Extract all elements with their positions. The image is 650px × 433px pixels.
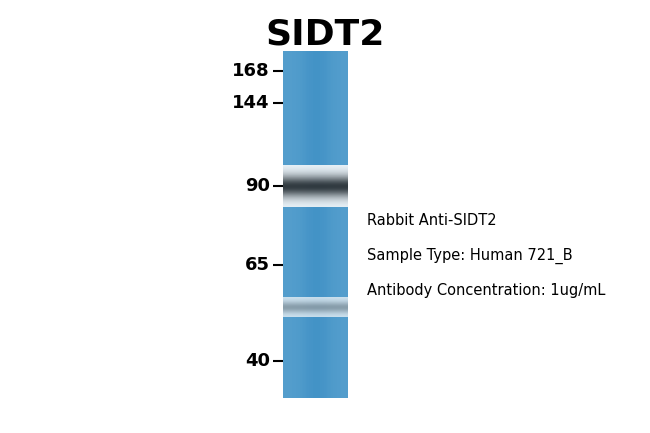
Text: Antibody Concentration: 1ug/mL: Antibody Concentration: 1ug/mL	[367, 283, 606, 297]
Text: Sample Type: Human 721_B: Sample Type: Human 721_B	[367, 247, 573, 264]
Text: 144: 144	[232, 94, 270, 112]
Text: SIDT2: SIDT2	[265, 17, 385, 52]
Text: 40: 40	[245, 352, 270, 370]
Text: Rabbit Anti-SIDT2: Rabbit Anti-SIDT2	[367, 213, 497, 228]
Text: 90: 90	[245, 177, 270, 195]
Text: 168: 168	[232, 62, 270, 80]
Text: 65: 65	[245, 256, 270, 275]
